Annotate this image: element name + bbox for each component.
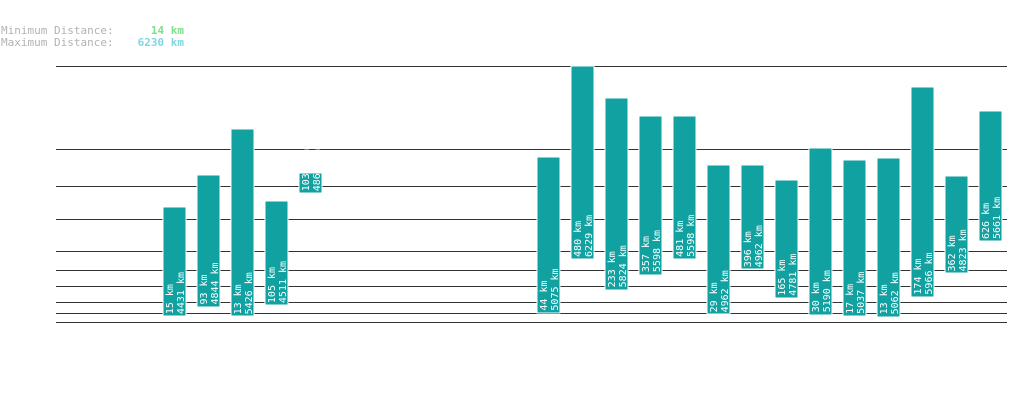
bar-group: 480 km 6229 km [570,65,595,260]
bar-max-label: 5075 km [550,268,561,310]
min-distance-value: 14 km [150,24,184,37]
bar-max-label: 6229 km [584,215,595,257]
bar-max-label: 4431 km [176,272,187,314]
bar-group: 44 km 5075 km [536,156,561,314]
bar-max-label: 4962 km [754,225,765,267]
bar-max-label: 4862 km [312,149,323,191]
max-distance-label: Maximum Distance: [1,36,114,49]
bar-min-label: 17 km [845,284,856,314]
distance-bar [570,65,595,260]
bar-max-label: 5037 km [856,272,867,314]
bar-min-label: 480 km [573,221,584,257]
distance-bar [842,159,867,317]
bar-max-label: 4781 km [788,254,799,296]
bar-group: 29 km 4962 km [706,164,731,315]
min-distance-label: Minimum Distance: [1,24,114,37]
bar-min-label: 362 km [947,235,958,271]
max-distance-row: Maximum Distance: 6230 km [1,37,201,49]
distance-bar [264,200,289,306]
bar-max-label: 5598 km [652,230,663,272]
distance-bar [706,164,731,315]
distance-bar [536,156,561,314]
bar-max-label: 5062 km [890,272,901,314]
bar-group: 30 km 5190 km [808,147,833,316]
bar-max-label: 4511 km [278,261,289,303]
bar-max-label: 5190 km [822,270,833,312]
distance-bar [298,172,323,194]
distance-bar [978,110,1003,242]
bar-min-label: 93 km [199,274,210,304]
bar-max-label: 4823 km [958,229,969,271]
distance-bar [162,206,187,317]
bar-group: 165 km 4781 km [774,179,799,299]
bar-min-label: 357 km [641,236,652,272]
bar-group: 13 km 5062 km [876,157,901,318]
distance-bar [876,157,901,318]
distance-bar [808,147,833,316]
bar-group: 93 km 4844 km [196,174,221,308]
bar-min-label: 30 km [811,282,822,312]
bar-group: 481 km 5598 km [672,115,697,260]
distance-bar [230,128,255,317]
distance-bar [774,179,799,299]
bar-max-label: 5824 km [618,245,629,287]
distance-bar [638,115,663,276]
bar-min-label: 626 km [981,203,992,239]
bar-max-label: 5661 km [992,197,1003,239]
bar-max-label: 4962 km [720,270,731,312]
bar-group: 1039 km 4862 km [298,149,323,194]
bar-min-label: 174 km [913,258,924,294]
bar-min-label: 15 km [165,284,176,314]
distance-bar [740,164,765,270]
distance-bar [910,86,935,298]
min-distance-row: Minimum Distance: 14 km [1,25,201,37]
bar-max-label: 4844 km [210,262,221,304]
bar-group: 626 km 5661 km [978,110,1003,242]
distance-bar [672,115,697,260]
bar-group: 357 km 5598 km [638,115,663,276]
bar-group: 396 km 4962 km [740,164,765,270]
distance-bar [604,97,629,291]
distance-bar [944,175,969,274]
bar-min-label: 13 km [233,284,244,314]
max-distance-value: 6230 km [137,36,184,49]
bar-group: 233 km 5824 km [604,97,629,291]
bar-group: 13 km 5426 km [230,128,255,317]
bar-group: 174 km 5966 km [910,86,935,298]
distance-bar [196,174,221,308]
bar-min-label: 396 km [743,231,754,267]
bar-group: 17 km 5037 km [842,159,867,317]
bar-group: 105 km 4511 km [264,200,289,306]
bar-group: 362 km 4823 km [944,175,969,274]
bar-max-label: 5598 km [686,215,697,257]
bar-min-label: 13 km [879,284,890,314]
bar-min-label: 165 km [777,260,788,296]
bar-min-label: 105 km [267,267,278,303]
bar-min-label: 233 km [607,251,618,287]
bar-max-label: 5426 km [244,272,255,314]
bar-min-label: 481 km [675,221,686,257]
bar-min-label: 44 km [539,280,550,310]
bar-min-label: 1039 km [301,149,312,191]
bar-max-label: 5966 km [924,252,935,294]
distance-summary: Minimum Distance: 14 km Maximum Distance… [1,25,201,49]
bar-min-label: 29 km [709,282,720,312]
bar-group: 15 km 4431 km [162,206,187,317]
bars: 15 km 4431 km 93 km 4844 km 13 km 5426 km 105 … [162,65,1003,318]
